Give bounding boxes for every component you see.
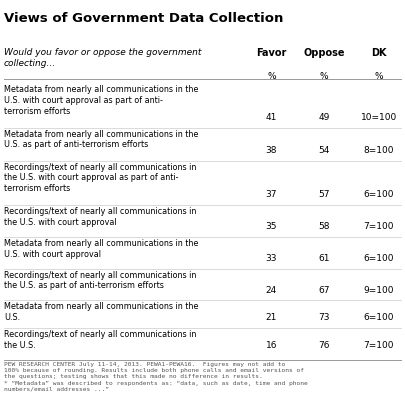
Text: 73: 73	[318, 313, 330, 322]
Text: 9=100: 9=100	[363, 285, 394, 295]
Text: Metadata from nearly all communications in the
U.S. with court approval as part : Metadata from nearly all communications …	[4, 85, 198, 116]
Text: 7=100: 7=100	[363, 341, 394, 350]
Text: Oppose: Oppose	[303, 48, 345, 58]
Text: 21: 21	[266, 313, 277, 322]
Text: 57: 57	[318, 190, 330, 199]
Text: 54: 54	[318, 146, 330, 155]
Text: 6=100: 6=100	[363, 254, 394, 263]
Text: Recordings/text of nearly all communications in
the U.S. with court approval: Recordings/text of nearly all communicat…	[4, 207, 196, 227]
Text: DK: DK	[371, 48, 386, 58]
Text: Metadata from nearly all communications in the
U.S. with court approval: Metadata from nearly all communications …	[4, 239, 198, 258]
Text: 24: 24	[266, 285, 277, 295]
Text: 33: 33	[266, 254, 277, 263]
Text: Would you favor or oppose the government
collecting...: Would you favor or oppose the government…	[4, 48, 201, 69]
Text: 35: 35	[266, 222, 277, 231]
Text: 37: 37	[266, 190, 277, 199]
Text: Recordings/text of nearly all communications in
the U.S.: Recordings/text of nearly all communicat…	[4, 330, 196, 350]
Text: 49: 49	[318, 113, 330, 122]
Text: %: %	[320, 71, 328, 81]
Text: 6=100: 6=100	[363, 190, 394, 199]
Text: 67: 67	[318, 285, 330, 295]
Text: Metadata from nearly all communications in the
U.S.: Metadata from nearly all communications …	[4, 302, 198, 322]
Text: Views of Government Data Collection: Views of Government Data Collection	[4, 12, 284, 25]
Text: 10=100: 10=100	[360, 113, 397, 122]
Text: %: %	[267, 71, 276, 81]
Text: 38: 38	[266, 146, 277, 155]
Text: 41: 41	[266, 113, 277, 122]
Text: Favor: Favor	[256, 48, 287, 58]
Text: PEW RESEARCH CENTER July 11-14, 2013. PEWA1-PEWA16.  Figures may not add to
100%: PEW RESEARCH CENTER July 11-14, 2013. PE…	[4, 362, 308, 392]
Text: Recordings/text of nearly all communications in
the U.S. as part of anti-terrori: Recordings/text of nearly all communicat…	[4, 271, 196, 290]
Text: Recordings/text of nearly all communications in
the U.S. with court approval as : Recordings/text of nearly all communicat…	[4, 162, 196, 193]
Text: 8=100: 8=100	[363, 146, 394, 155]
Text: 61: 61	[318, 254, 330, 263]
Text: 7=100: 7=100	[363, 222, 394, 231]
Text: 76: 76	[318, 341, 330, 350]
Text: Metadata from nearly all communications in the
U.S. as part of anti-terrorism ef: Metadata from nearly all communications …	[4, 130, 198, 149]
Text: 6=100: 6=100	[363, 313, 394, 322]
Text: 58: 58	[318, 222, 330, 231]
Text: %: %	[374, 71, 383, 81]
Text: 16: 16	[266, 341, 277, 350]
